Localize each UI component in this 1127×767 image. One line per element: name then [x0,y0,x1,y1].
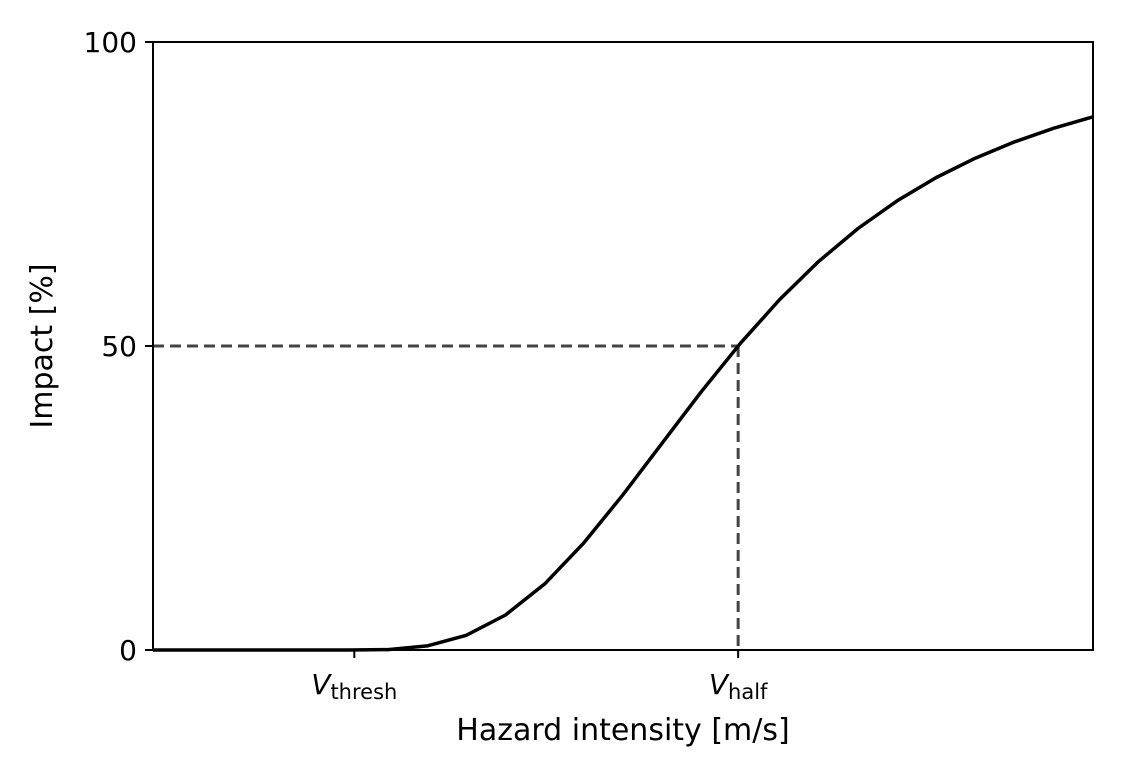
reference-lines [153,344,740,650]
x-tick-label-half: Vhalf [709,668,768,704]
x-tick-label-thresh: Vthresh [311,668,397,704]
x-axis-label: Hazard intensity [m/s] [456,713,789,748]
y-tick-label: 100 [84,26,137,59]
impact-curve-line [153,115,1094,652]
x-axis-ticks: Vthresh Vhalf [311,650,768,704]
y-tick-label: 0 [119,634,137,667]
y-tick-label: 50 [101,330,137,363]
y-axis-ticks: 0 50 100 [84,26,153,667]
series-layer [153,115,1094,652]
y-axis-label: Impact [%] [25,263,60,428]
